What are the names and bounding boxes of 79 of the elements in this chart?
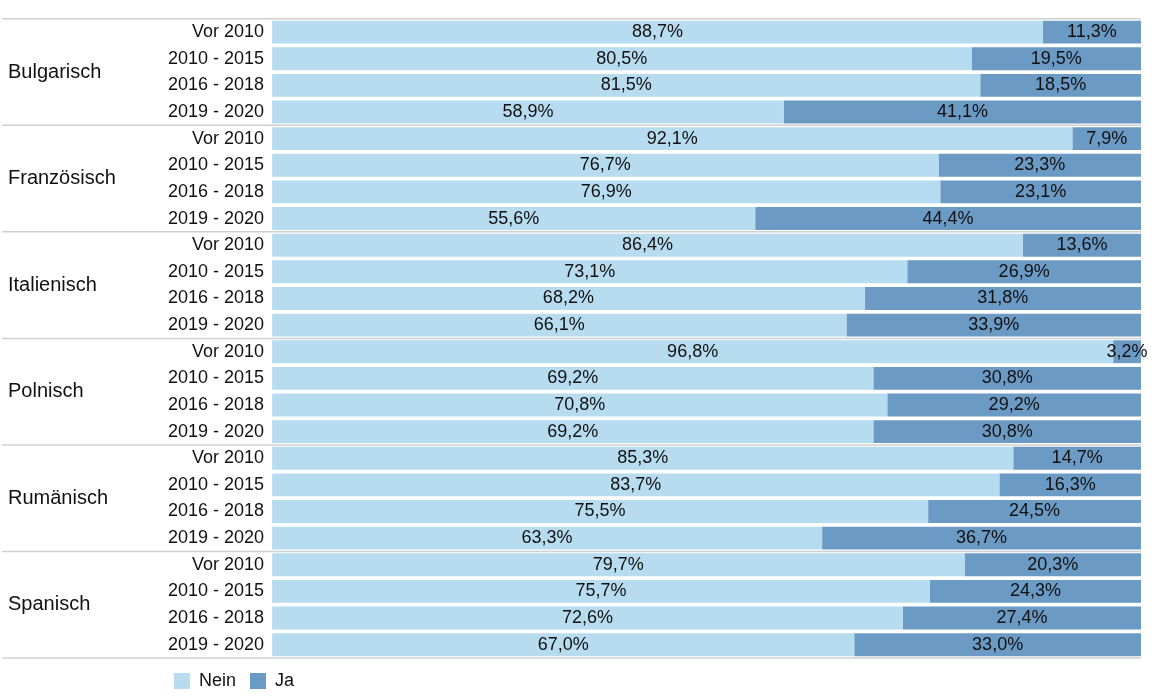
- data-label: 24,5%: [1009, 500, 1061, 521]
- y-tick-label: Vor 2010: [192, 447, 265, 468]
- data-label: 79,7%: [592, 553, 644, 574]
- data-label: 70,8%: [554, 393, 606, 414]
- y-tick-label: 2019 - 2020: [167, 633, 265, 654]
- data-label: 66,1%: [533, 314, 585, 335]
- data-label: 80,5%: [596, 47, 648, 68]
- data-label: 30,8%: [981, 367, 1033, 388]
- data-label: 55,6%: [488, 207, 540, 228]
- text: Französisch: [8, 166, 116, 189]
- data-label: 16,3%: [1044, 473, 1096, 494]
- y-tick-label: 2016 - 2018: [167, 500, 265, 521]
- text: Rumänisch: [8, 485, 109, 508]
- y-tick-label: 2019 - 2020: [167, 207, 265, 228]
- data-label: 73,1%: [564, 260, 616, 281]
- data-label: 44,4%: [922, 207, 974, 228]
- data-label: 14,7%: [1051, 447, 1103, 468]
- data-label: 11,3%: [1067, 21, 1117, 42]
- data-label: 75,5%: [574, 500, 626, 521]
- data-label: 85,3%: [617, 447, 669, 468]
- y-tick-label: 2016 - 2018: [167, 74, 265, 95]
- data-label: 33,9%: [968, 314, 1020, 335]
- data-label: 67,0%: [537, 633, 589, 654]
- data-label: 81,5%: [600, 74, 652, 95]
- data-label: 96,8%: [667, 340, 719, 361]
- data-label: 36,7%: [956, 527, 1008, 548]
- data-label: 68,2%: [542, 287, 594, 308]
- y-tick-label: 2010 - 2015: [167, 367, 265, 388]
- data-label: 69,2%: [547, 420, 599, 441]
- y-tick-label: 2010 - 2015: [167, 154, 265, 175]
- y-tick-label: Vor 2010: [192, 553, 265, 574]
- data-label: 76,7%: [579, 154, 631, 175]
- data-label: 58,9%: [502, 100, 554, 121]
- data-label: 20,3%: [1027, 553, 1079, 574]
- data-label: 31,8%: [977, 287, 1029, 308]
- data-label: 86,4%: [621, 234, 673, 255]
- y-tick-label: 2019 - 2020: [167, 100, 265, 121]
- data-label: 23,3%: [1014, 154, 1066, 175]
- data-label: 27,4%: [996, 607, 1048, 628]
- data-label: 26,9%: [998, 260, 1050, 281]
- y-tick-label: 2016 - 2018: [167, 180, 265, 201]
- y-tick-label: 2016 - 2018: [167, 287, 265, 308]
- data-label: 69,2%: [547, 367, 599, 388]
- data-label: 92,1%: [646, 127, 698, 148]
- text: Italienisch: [8, 272, 97, 295]
- data-label: 76,9%: [580, 180, 632, 201]
- y-tick-label: 2010 - 2015: [167, 47, 265, 68]
- data-label: 88,7%: [631, 21, 683, 42]
- y-tick-label: 2010 - 2015: [167, 260, 265, 281]
- data-label: 33,0%: [972, 633, 1024, 654]
- legend-label: Nein: [199, 669, 237, 690]
- y-tick-label: Vor 2010: [192, 340, 265, 361]
- data-label: 29,2%: [988, 393, 1040, 414]
- data-label: 75,7%: [575, 580, 627, 601]
- data-label: 41,1%: [936, 100, 988, 121]
- data-label: 19,5%: [1030, 47, 1082, 68]
- data-label: 7,9%: [1086, 127, 1128, 148]
- y-tick-label: Vor 2010: [192, 127, 265, 148]
- legend-label: Ja: [275, 669, 296, 690]
- y-tick-label: Vor 2010: [192, 21, 265, 42]
- data-label: 72,6%: [561, 607, 614, 628]
- y-tick-label: 2019 - 2020: [167, 420, 265, 441]
- y-tick-label: 2016 - 2018: [167, 607, 265, 628]
- text: Spanisch: [8, 592, 91, 615]
- y-tick-label: 2016 - 2018: [167, 393, 265, 414]
- data-label: 83,7%: [610, 473, 662, 494]
- data-label: 13,6%: [1056, 234, 1108, 255]
- data-label: 23,1%: [1015, 180, 1067, 201]
- y-tick-label: 2010 - 2015: [167, 473, 265, 494]
- data-label: 63,3%: [521, 527, 573, 548]
- y-tick-label: 2010 - 2015: [167, 580, 265, 601]
- data-label: 24,3%: [1009, 580, 1061, 601]
- text: Polnisch: [8, 379, 84, 402]
- y-tick-label: Vor 2010: [192, 234, 265, 255]
- y-tick-label: 2019 - 2020: [167, 314, 265, 335]
- y-tick-label: 2019 - 2020: [167, 527, 265, 548]
- data-label: 30,8%: [981, 420, 1033, 441]
- data-label: 18,5%: [1035, 74, 1087, 95]
- text: Bulgarisch: [8, 59, 102, 82]
